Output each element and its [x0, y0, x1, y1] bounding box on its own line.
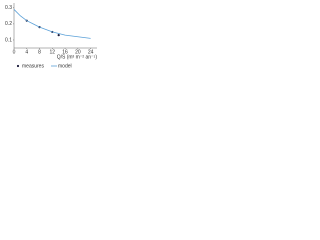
x-tick-label: 20 — [75, 49, 81, 55]
legend-label: model — [58, 63, 72, 69]
model-line — [13, 9, 91, 39]
x-tick-label: 12 — [50, 49, 56, 55]
y-tick-label: 0.2 — [5, 21, 12, 27]
chart: Q/S (m³ m⁻² an⁻¹) 0.1 0.2 0.3 0 4 8 12 16 20 24 me… — [5, 3, 98, 69]
x-tick-label: 4 — [25, 49, 28, 55]
x-tick-label: 24 — [88, 49, 94, 55]
y-tick-label: 0.3 — [5, 5, 12, 11]
legend-marker — [16, 64, 20, 68]
x-tick-label: 16 — [62, 49, 68, 55]
legend-label: measures — [22, 63, 44, 69]
x-tick-label: 8 — [38, 49, 41, 55]
x-tick-label: 0 — [13, 49, 16, 55]
y-tick-label: 0.1 — [5, 37, 12, 43]
x-axis-label: Q/S (m³ m⁻² an⁻¹) — [57, 54, 98, 60]
measure-point — [57, 34, 60, 37]
